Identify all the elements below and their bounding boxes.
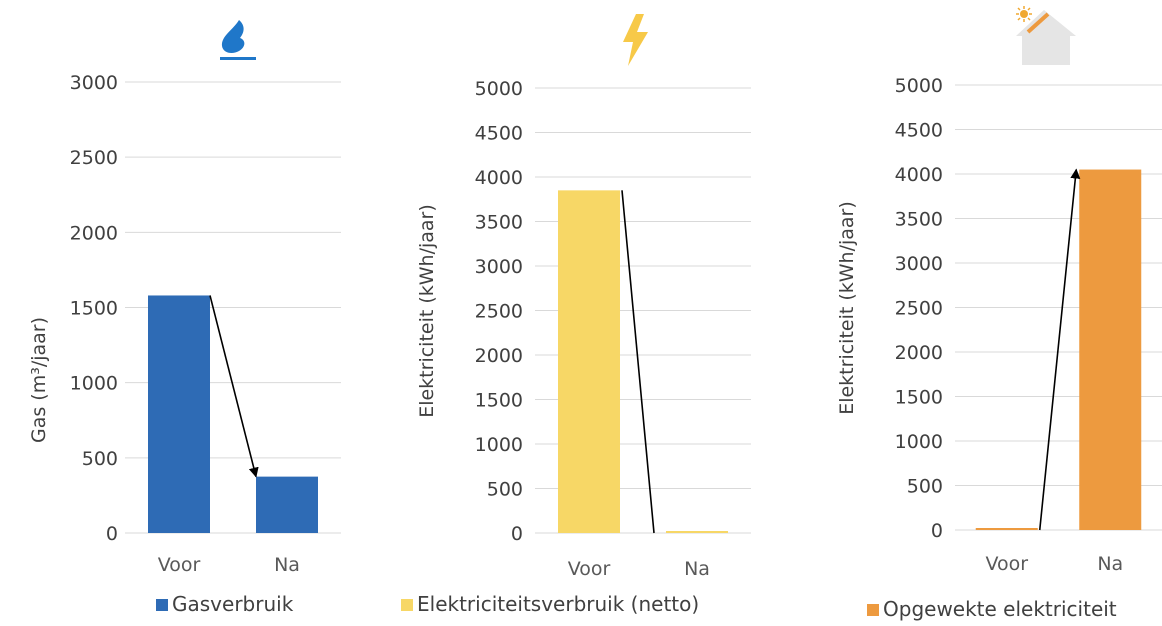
gas-category-label: Na (274, 554, 300, 576)
electricity-change-arrow (621, 190, 655, 534)
generation-category-label: Voor (985, 553, 1028, 575)
electricity-y-tick-label: 500 (487, 479, 523, 501)
gas-y-tick-label: 2000 (70, 222, 118, 244)
generation-y-tick-label: 4000 (895, 164, 943, 186)
electricity-arrow (621, 190, 655, 534)
gas-y-tick-label: 2500 (70, 147, 118, 169)
generation-legend-label: Opgewekte elektriciteit (883, 597, 1117, 621)
generation-y-tick-label: 1500 (895, 387, 943, 409)
generation-y-tick-label: 500 (907, 476, 943, 498)
gas-change-arrow (209, 295, 259, 478)
electricity-bars (558, 190, 728, 533)
generation-bars (975, 169, 1142, 531)
generation-legend-swatch (867, 604, 879, 616)
gas-y-axis-label: Gas (m³/jaar) (28, 317, 50, 443)
generation-bar-na (1079, 169, 1142, 531)
generation-categories: Voor Na (985, 553, 1123, 575)
generation-y-tick-label: 2500 (895, 298, 943, 320)
electricity-bar-voor (558, 190, 620, 533)
gas-y-tick-label: 3000 (70, 72, 118, 94)
generation-y-tick-label: 3500 (895, 209, 943, 231)
generation-legend: Opgewekte elektriciteit (867, 597, 1117, 621)
generation-y-tick-label: 3000 (895, 253, 943, 275)
gas-bar-voor (148, 295, 210, 533)
electricity-bar-na (666, 531, 728, 533)
solar-house-icon (1016, 6, 1076, 65)
generation-arrow (1038, 168, 1081, 531)
gas-y-ticks: 0 500 1000 1500 2000 2500 3000 (70, 72, 118, 545)
electricity-y-tick-label: 4500 (475, 123, 523, 145)
generation-y-tick-label: 4500 (895, 120, 943, 142)
gas-legend: Gasverbruik (156, 592, 294, 616)
electricity-legend: Elektriciteitsverbruik (netto) (401, 592, 699, 616)
gas-arrow (209, 295, 259, 478)
gas-chart: 0 500 1000 1500 2000 2500 3000 Voor Na Gas (m³/… (28, 20, 341, 616)
gas-category-label: Voor (158, 554, 201, 576)
electricity-y-axis-label: Elektriciteit (kWh/jaar) (416, 204, 438, 418)
electricity-category-label: Voor (568, 558, 611, 580)
gas-bar-na (256, 476, 318, 533)
gas-flame-icon (220, 20, 256, 60)
electricity-y-tick-label: 1500 (475, 390, 523, 412)
electricity-y-tick-label: 5000 (475, 78, 523, 100)
generation-y-tick-label: 2000 (895, 342, 943, 364)
gas-categories: Voor Na (158, 554, 300, 576)
electricity-categories: Voor Na (568, 558, 710, 580)
generation-y-tick-label: 1000 (895, 431, 943, 453)
generation-y-tick-label: 0 (931, 520, 943, 542)
generation-y-ticks: 0 500 1000 1500 2000 2500 3000 3500 4000 4500 5000 (895, 75, 943, 542)
electricity-y-tick-label: 0 (511, 523, 523, 545)
gas-y-tick-label: 500 (82, 448, 118, 470)
electricity-y-tick-label: 1000 (475, 434, 523, 456)
gas-legend-label: Gasverbruik (172, 592, 294, 616)
gas-bars (148, 295, 318, 533)
electricity-category-label: Na (684, 558, 710, 580)
generation-y-tick-label: 5000 (895, 75, 943, 97)
gas-y-tick-label: 1500 (70, 298, 118, 320)
generation-y-axis-label: Elektriciteit (kWh/jaar) (836, 201, 858, 415)
electricity-chart: 0 500 1000 1500 2000 2500 3000 3500 4000 4500 5000… (401, 14, 751, 616)
generation-chart: 0 500 1000 1500 2000 2500 3000 3500 4000 4500 5000… (836, 6, 1162, 621)
gas-y-tick-label: 0 (106, 523, 118, 545)
generation-bar-voor (975, 528, 1038, 530)
gas-y-tick-label: 1000 (70, 373, 118, 395)
electricity-y-tick-label: 2000 (475, 345, 523, 367)
electricity-y-tick-label: 3000 (475, 256, 523, 278)
electricity-legend-swatch (401, 599, 413, 611)
electricity-legend-label: Elektriciteitsverbruik (netto) (417, 592, 699, 616)
electricity-y-tick-label: 3500 (475, 212, 523, 234)
electricity-y-tick-label: 4000 (475, 167, 523, 189)
gas-legend-swatch (156, 599, 168, 611)
generation-change-arrow (1038, 168, 1081, 531)
electricity-y-ticks: 0 500 1000 1500 2000 2500 3000 3500 4000 4500 5000 (475, 78, 523, 545)
generation-category-label: Na (1097, 553, 1123, 575)
lightning-bolt-icon (623, 14, 648, 66)
electricity-y-tick-label: 2500 (475, 301, 523, 323)
